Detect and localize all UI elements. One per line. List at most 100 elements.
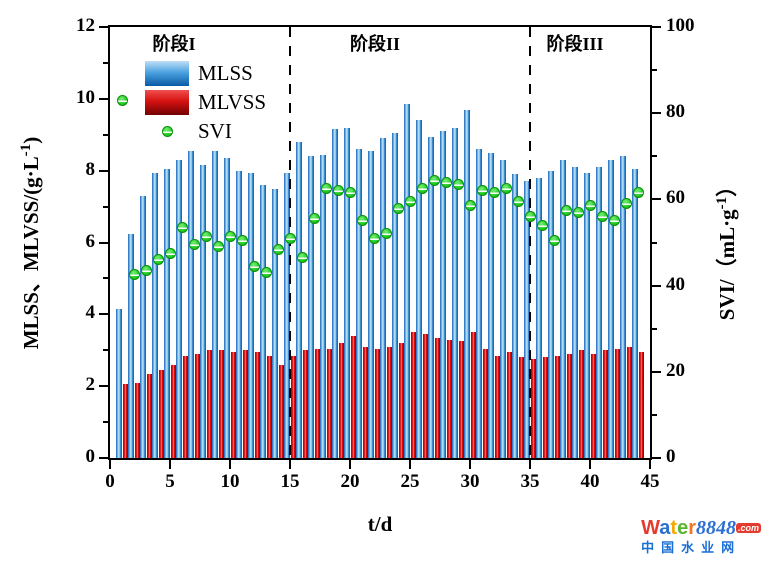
svi-point-day-2	[128, 269, 140, 281]
bar-mlvss-day-16	[302, 350, 308, 458]
svi-point-day-3	[140, 265, 152, 276]
watermark-chinese: 中国水业网	[641, 540, 742, 556]
bar-mlvss-day-4	[158, 370, 164, 458]
watermark-brand: Water8848 .com	[641, 518, 761, 539]
y-right-major-tick-0	[652, 457, 661, 459]
x-major-tick-15	[289, 460, 291, 469]
y-left-major-tick-8	[99, 169, 108, 172]
svi-point-day-14	[272, 243, 284, 255]
bar-mlvss-day-11	[242, 350, 248, 458]
x-major-tick-45	[649, 460, 651, 469]
y-left-tick-label-0: 0	[85, 446, 96, 467]
bar-mlvss-day-2	[134, 382, 140, 458]
svi-point-day-11	[236, 234, 248, 246]
svi-point-day-28	[440, 176, 452, 188]
watermark-letter: a	[659, 517, 671, 540]
bar-mlvss-day-37	[554, 355, 560, 458]
bar-mlvss-day-27	[434, 337, 440, 458]
bar-mlvss-day-26	[422, 334, 428, 458]
x-major-tick-0	[109, 460, 111, 469]
y-left-axis-title: MLSS、MLVSS/(g·L-1)	[18, 136, 43, 350]
svi-point-day-18	[320, 183, 332, 195]
y-right-tick-label-40: 40	[666, 273, 685, 295]
svi-point-day-29	[452, 178, 464, 190]
y-right-minor-tick-10	[652, 413, 657, 416]
bar-mlss-day-31	[476, 149, 482, 458]
watermark-tld: .com	[735, 523, 761, 534]
bar-mlss-day-30	[464, 109, 470, 458]
x-tick-label-45: 45	[640, 471, 660, 492]
svi-point-day-36	[536, 219, 548, 231]
y-right-minor-tick-70	[652, 155, 657, 158]
x-tick-label-40: 40	[580, 471, 600, 492]
y-left-minor-tick-9	[103, 133, 108, 136]
bar-mlvss-day-32	[494, 355, 500, 458]
y-right-tick-label-100: 100	[666, 15, 695, 36]
svi-point-day-13	[260, 267, 272, 279]
svi-point-day-43	[620, 198, 632, 210]
bar-mlss-day-13	[260, 185, 266, 458]
bar-mlss-day-24	[392, 133, 398, 458]
y-right-minor-tick-50	[652, 241, 657, 244]
phase-labels-layer: 阶段I 阶段II 阶段III	[110, 27, 650, 458]
bar-mlvss-day-22	[374, 348, 380, 458]
y-left-tick-label-4: 4	[85, 302, 96, 324]
bar-mlss-day-14	[272, 188, 278, 458]
bar-mlss-day-22	[368, 150, 374, 458]
bar-mlss-day-18	[320, 154, 326, 458]
bar-mlss-day-19	[332, 129, 338, 458]
x-major-tick-40	[589, 460, 591, 469]
y-right-major-tick-20	[652, 370, 661, 373]
legend-label-mlss: MLSS	[198, 61, 253, 85]
svi-point-day-39	[572, 206, 584, 218]
watermark: Water8848 .com 中国水业网	[641, 518, 761, 555]
legend-label-svi: SVI	[198, 119, 232, 143]
bar-mlvss-day-13	[266, 355, 272, 458]
bar-mlvss-day-14	[278, 364, 284, 458]
mlss-swatch-icon	[145, 61, 189, 86]
y-right-major-tick-60	[652, 198, 661, 201]
svi-point-day-23	[380, 228, 392, 240]
bar-mlss-day-12	[248, 172, 254, 458]
bar-mlvss-day-25	[410, 332, 416, 458]
bar-mlss-day-9	[212, 150, 218, 458]
svi-point-day-20	[344, 187, 356, 199]
svi-point-day-42	[608, 215, 620, 227]
x-tick-label-15: 15	[280, 471, 300, 492]
bar-mlvss-day-17	[314, 348, 320, 458]
bar-mlvss-day-42	[614, 348, 620, 458]
y-left-tick-label-2: 2	[85, 374, 96, 396]
y-left-major-tick-4	[99, 313, 108, 316]
legend-item-mlss: MLSS	[145, 59, 266, 88]
svi-point-day-16	[296, 252, 308, 264]
y-right-major-tick-100	[652, 26, 661, 28]
bar-mlvss-day-8	[206, 350, 212, 458]
y-left-minor-tick-11	[103, 61, 108, 64]
bar-mlvss-day-29	[458, 341, 464, 458]
x-major-tick-10	[229, 460, 231, 469]
svi-point-day-21	[356, 215, 368, 227]
bar-mlss-day-7	[188, 150, 194, 458]
y-left-major-tick-6	[99, 241, 108, 244]
svi-point-day-41	[596, 211, 608, 223]
svi-point-day-44	[632, 187, 644, 199]
mlvss-swatch-icon	[145, 90, 189, 115]
svi-point-day-22	[368, 232, 380, 244]
y-left-major-tick-12	[99, 26, 108, 28]
svi-point-day-9	[212, 241, 224, 253]
x-tick-label-25: 25	[400, 471, 420, 492]
svi-point-day-25	[404, 196, 416, 208]
x-axis-title: t/d	[367, 512, 393, 536]
svi-marker-cell	[145, 126, 189, 137]
y-left-minor-tick-5	[103, 277, 108, 280]
svi-point-day-19	[332, 185, 344, 197]
svi-point-day-7	[188, 239, 200, 251]
bars-layer	[110, 27, 650, 458]
bar-mlss-day-26	[416, 120, 422, 458]
bar-mlss-day-5	[164, 168, 170, 458]
svi-points-layer	[110, 27, 650, 458]
bar-mlvss-day-38	[566, 353, 572, 458]
x-major-tick-5	[169, 460, 171, 469]
y-left-major-tick-2	[99, 385, 108, 388]
svi-point-day-35	[524, 211, 536, 223]
